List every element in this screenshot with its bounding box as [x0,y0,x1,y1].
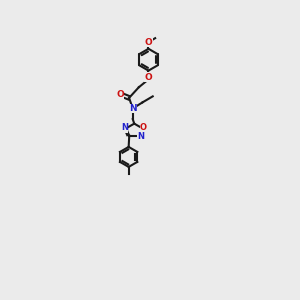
Text: O: O [145,38,152,46]
Text: N: N [121,123,128,132]
Text: O: O [145,73,152,82]
Text: N: N [129,104,136,113]
Text: N: N [137,132,145,141]
Text: O: O [116,90,124,99]
Text: O: O [140,123,147,132]
